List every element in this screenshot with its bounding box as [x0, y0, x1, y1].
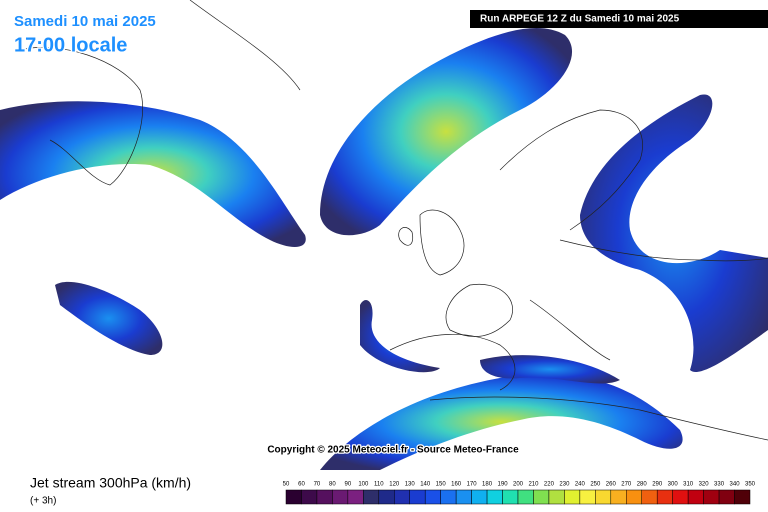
- level-label: 280: [637, 482, 648, 488]
- time-label: 17:00 locale: [14, 34, 127, 56]
- level-label: 130: [405, 482, 416, 488]
- level-label: 340: [730, 482, 741, 488]
- color-swatch: [610, 489, 627, 505]
- color-swatch: [409, 489, 426, 505]
- color-swatch: [378, 489, 395, 505]
- color-swatch: [363, 489, 380, 505]
- color-swatch: [564, 489, 581, 505]
- color-swatch: [734, 489, 751, 505]
- level-label: 60: [298, 482, 305, 488]
- level-label: 80: [329, 482, 336, 488]
- level-label: 260: [606, 482, 617, 488]
- color-swatch: [641, 489, 658, 505]
- run-label: Run ARPEGE 12 Z du Samedi 10 mai 2025: [480, 14, 680, 25]
- run-banner: [470, 10, 768, 28]
- level-label: 140: [420, 482, 431, 488]
- color-swatch: [394, 489, 410, 505]
- level-label: 110: [374, 482, 384, 488]
- level-label: 160: [451, 482, 462, 488]
- color-swatch: [517, 489, 534, 505]
- color-swatch: [718, 489, 735, 505]
- color-swatch: [285, 489, 302, 505]
- color-swatch: [332, 489, 349, 505]
- color-swatch: [471, 489, 488, 505]
- product-title: Jet stream 300hPa (km/h): [30, 475, 191, 491]
- level-label: 210: [528, 482, 539, 488]
- color-swatch: [703, 489, 720, 505]
- color-swatch: [687, 489, 704, 505]
- color-swatch: [347, 489, 364, 505]
- level-label: 300: [668, 482, 679, 488]
- color-swatch: [502, 489, 519, 505]
- color-swatch: [533, 489, 550, 505]
- level-label: 290: [652, 482, 663, 488]
- level-label: 220: [544, 482, 555, 488]
- date-label: Samedi 10 mai 2025: [14, 13, 156, 30]
- level-label: 100: [358, 482, 369, 488]
- level-label: 190: [498, 482, 509, 488]
- color-swatch: [579, 489, 596, 505]
- color-swatch: [486, 489, 503, 505]
- color-swatch: [548, 489, 565, 505]
- level-label: 200: [513, 482, 524, 488]
- color-swatch: [595, 489, 612, 505]
- color-swatch: [672, 489, 689, 505]
- color-swatch: [656, 489, 673, 505]
- color-swatch: [301, 489, 318, 505]
- level-label: 240: [575, 482, 586, 488]
- level-label: 320: [699, 482, 710, 488]
- level-label: 250: [590, 482, 601, 488]
- lead-time: (+ 3h): [30, 496, 56, 507]
- level-label: 120: [389, 482, 400, 488]
- level-label: 310: [683, 482, 694, 488]
- level-label: 180: [482, 482, 493, 488]
- level-label: 270: [621, 482, 632, 488]
- map-area: [0, 0, 768, 470]
- copyright: Copyright © 2025 Meteociel.fr - Source M…: [267, 445, 519, 456]
- color-swatch: [440, 489, 457, 505]
- level-label: 330: [714, 482, 725, 488]
- color-swatch: [424, 489, 441, 505]
- color-swatch: [316, 489, 333, 505]
- level-label: 230: [559, 482, 570, 488]
- jet-stream-areas: [0, 27, 768, 470]
- coastlines: [19, 0, 768, 441]
- color-scale: 50 60 70 80 90 100 110 120 130 140 150 160 170 180 190…: [283, 482, 756, 505]
- level-label: 150: [436, 482, 447, 488]
- level-label: 350: [745, 482, 756, 488]
- color-swatch: [626, 489, 642, 505]
- level-label: 90: [345, 482, 352, 488]
- level-label: 50: [283, 482, 290, 488]
- color-swatch: [455, 489, 472, 505]
- level-label: 70: [314, 482, 321, 488]
- level-label: 170: [467, 482, 478, 488]
